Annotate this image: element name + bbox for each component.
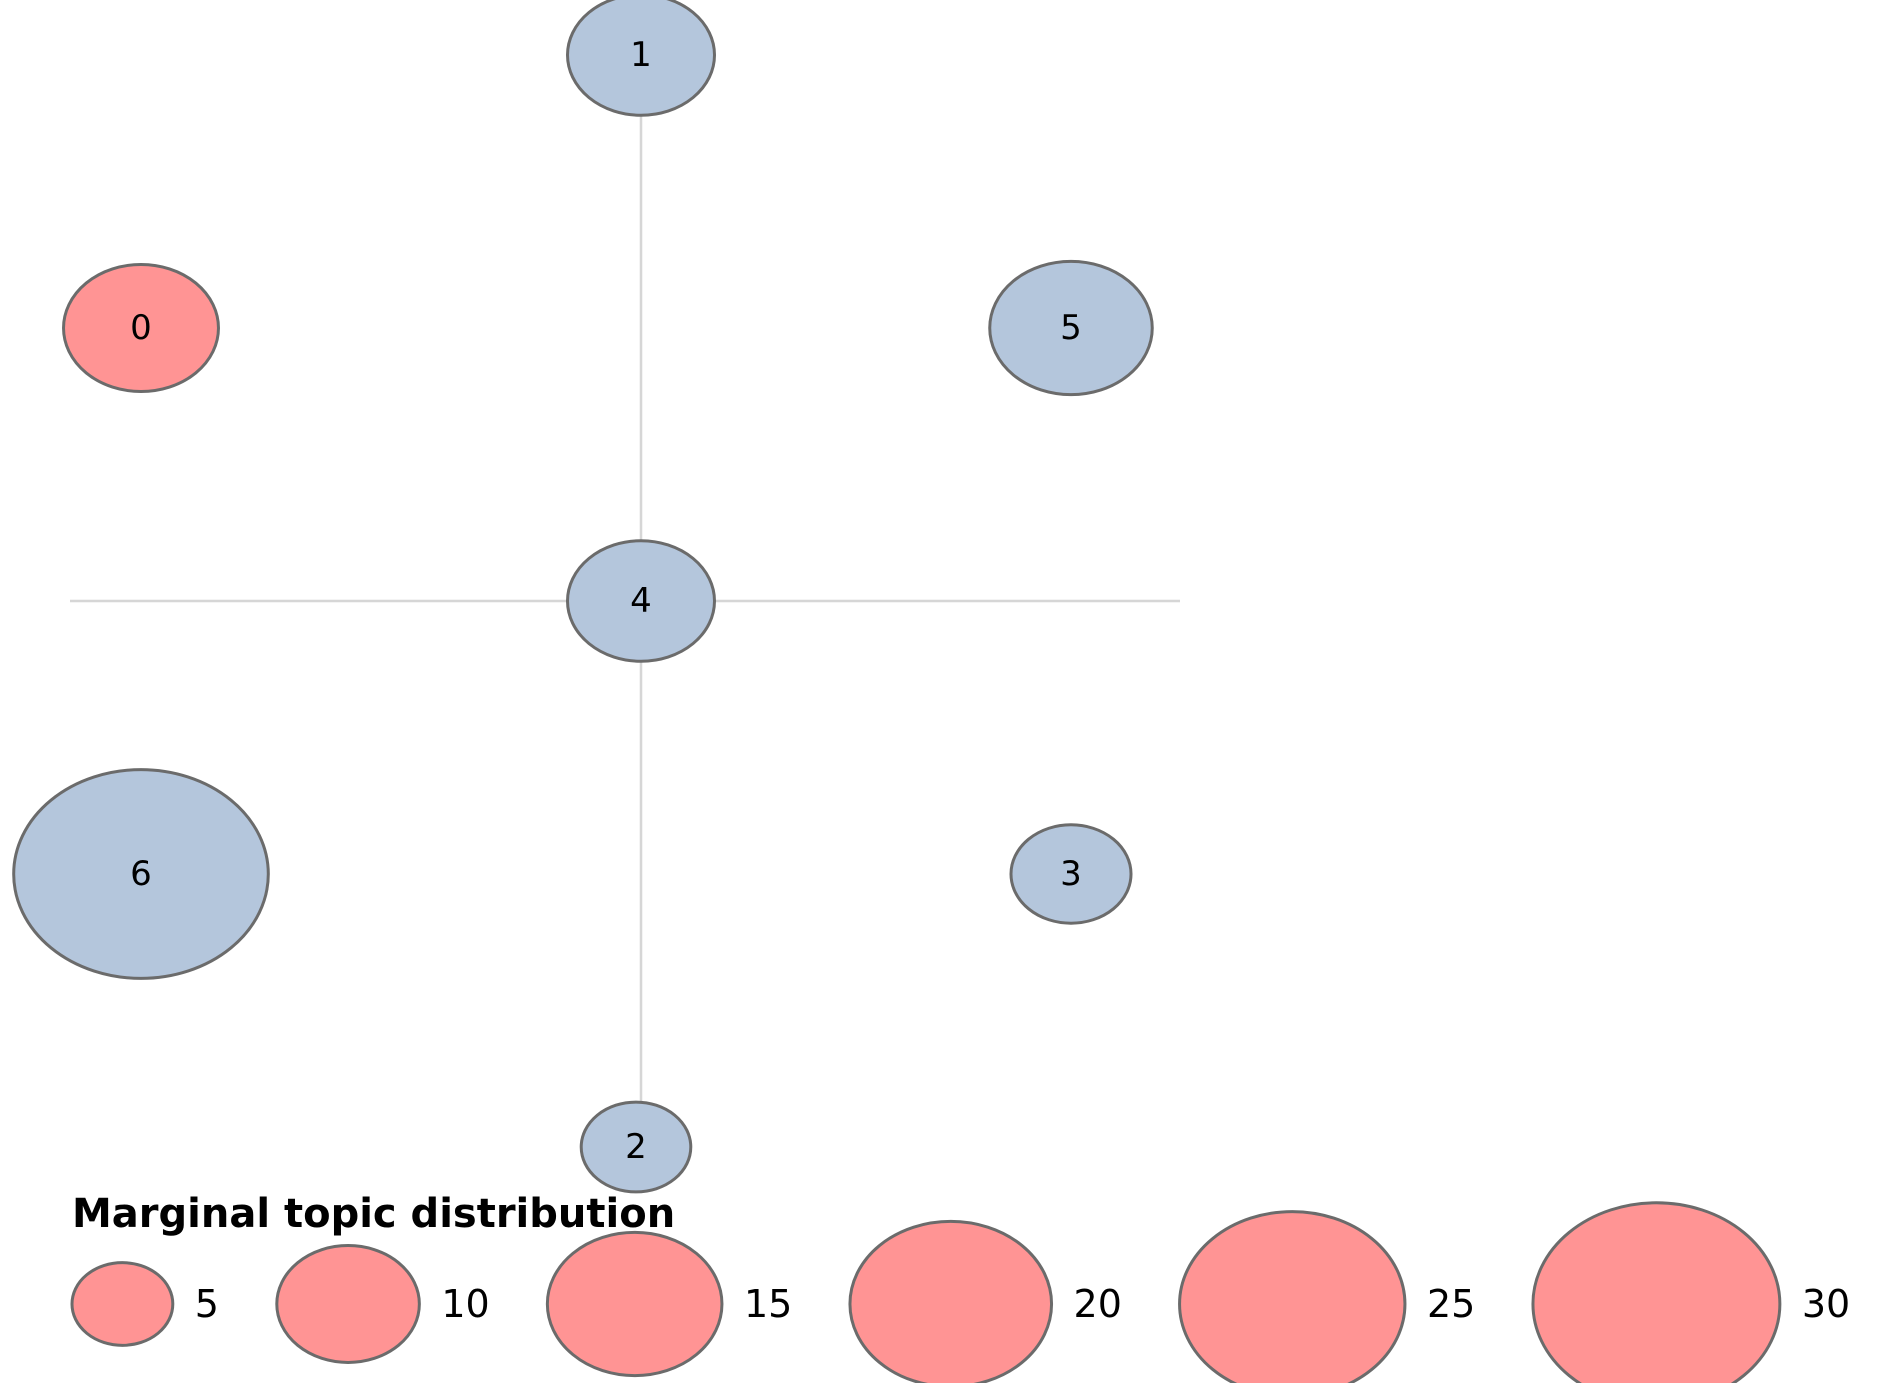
legend-circle bbox=[275, 1244, 421, 1364]
topic-circle[interactable] bbox=[12, 768, 270, 980]
legend-value-label: 10 bbox=[441, 1282, 489, 1326]
topic-bubble-6[interactable]: 6 bbox=[12, 768, 270, 980]
topic-bubble-0[interactable]: 0 bbox=[62, 262, 220, 394]
legend-item-30: 30 bbox=[1531, 1201, 1850, 1383]
topic-circle[interactable] bbox=[579, 1100, 693, 1194]
topic-circle[interactable] bbox=[566, 539, 716, 663]
legend-value-label: 15 bbox=[744, 1282, 792, 1326]
legend-value-label: 20 bbox=[1074, 1282, 1122, 1326]
size-legend: Marginal topic distribution 5 10 15 20 25 30 bbox=[70, 1191, 1850, 1383]
topic-bubble-3[interactable]: 3 bbox=[1009, 823, 1133, 925]
topic-bubble-2[interactable]: 2 bbox=[579, 1100, 693, 1194]
topic-bubble-4[interactable]: 4 bbox=[566, 539, 716, 663]
topic-label: 5 bbox=[1060, 308, 1082, 348]
topic-circle[interactable] bbox=[566, 0, 716, 117]
topic-label: 0 bbox=[130, 308, 152, 348]
topic-label: 1 bbox=[630, 35, 652, 75]
legend-item-15: 15 bbox=[545, 1230, 792, 1378]
legend-value-label: 5 bbox=[195, 1282, 219, 1326]
legend-item-25: 25 bbox=[1178, 1210, 1475, 1383]
topic-label: 4 bbox=[630, 581, 652, 621]
legend-circle bbox=[70, 1261, 175, 1347]
topic-circle[interactable] bbox=[988, 259, 1154, 397]
legend-value-label: 30 bbox=[1802, 1282, 1850, 1326]
legend-circle bbox=[848, 1219, 1054, 1383]
legend-item-20: 20 bbox=[848, 1219, 1122, 1383]
topic-circle[interactable] bbox=[1009, 823, 1133, 925]
legend-circle bbox=[1531, 1201, 1782, 1383]
topic-circle[interactable] bbox=[62, 262, 220, 394]
legend-circle bbox=[545, 1230, 724, 1378]
topic-bubble-1[interactable]: 1 bbox=[566, 0, 716, 117]
topic-label: 2 bbox=[625, 1127, 647, 1167]
topic-label: 3 bbox=[1060, 854, 1082, 894]
legend-title: Marginal topic distribution bbox=[72, 1191, 675, 1237]
topic-bubble-5[interactable]: 5 bbox=[988, 259, 1154, 397]
legend-item-10: 10 bbox=[275, 1244, 490, 1364]
legend-item-5: 5 bbox=[70, 1261, 219, 1347]
legend-circle bbox=[1178, 1210, 1407, 1383]
legend-value-label: 25 bbox=[1427, 1282, 1475, 1326]
topic-bubbles: 0 1 2 3 4 5 6 bbox=[12, 0, 1154, 1194]
topic-label: 6 bbox=[130, 854, 152, 894]
